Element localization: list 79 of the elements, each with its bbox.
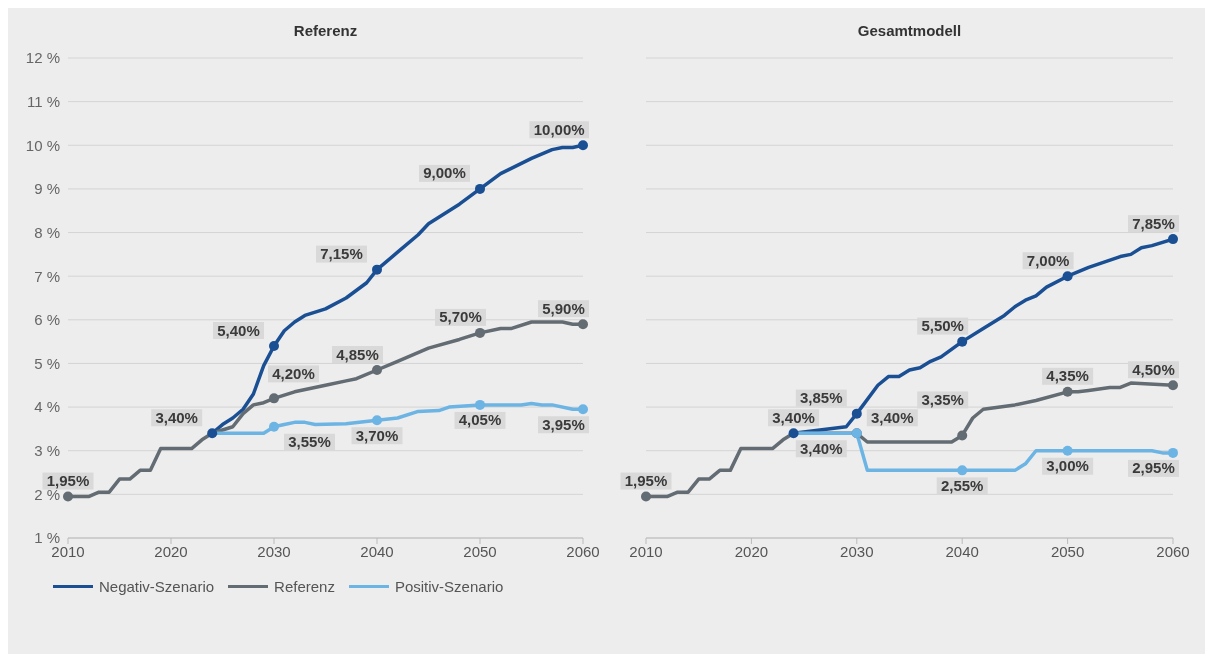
data-label: 1,95% xyxy=(624,472,668,490)
x-tick-label: 2060 xyxy=(1156,542,1190,560)
data-label: 7,00% xyxy=(1026,251,1070,269)
data-label: 4,05% xyxy=(458,411,502,429)
point xyxy=(578,404,588,415)
data-label: 3,40% xyxy=(772,408,815,426)
point xyxy=(957,430,968,441)
data-label: 3,40% xyxy=(871,408,914,426)
data-label: 5,90% xyxy=(542,299,585,317)
point xyxy=(475,327,485,338)
data-label: 3,55% xyxy=(288,433,331,451)
point xyxy=(269,341,279,351)
x-tick-label: 2020 xyxy=(734,542,769,560)
x-tick-label: 2040 xyxy=(945,542,979,560)
data-label: 7,15% xyxy=(320,245,363,263)
y-tick-label: 11 % xyxy=(26,92,60,110)
data-label: 2,95% xyxy=(1132,459,1175,477)
y-tick-label: 6 % xyxy=(34,311,60,329)
point xyxy=(1062,386,1073,397)
point xyxy=(372,365,382,375)
x-tick-label: 2050 xyxy=(463,542,497,560)
data-label: 4,85% xyxy=(336,345,379,363)
point xyxy=(957,336,968,347)
point xyxy=(578,140,588,151)
data-label: 7,85% xyxy=(1132,214,1175,232)
point xyxy=(207,428,218,439)
chart-title: Gesamtmodell xyxy=(856,22,963,39)
y-tick-label: 3 % xyxy=(34,442,60,460)
y-tick-label: 8 % xyxy=(34,223,60,241)
y-tick-label: 9 % xyxy=(34,180,60,198)
data-label: 2,55% xyxy=(940,476,984,494)
point xyxy=(475,399,485,410)
point xyxy=(269,393,279,404)
point xyxy=(788,428,799,439)
y-tick-label: 10 % xyxy=(25,136,60,154)
point xyxy=(63,491,73,502)
point xyxy=(269,421,279,432)
x-tick-label: 2010 xyxy=(629,542,663,560)
data-label: 3,85% xyxy=(800,389,843,407)
data-label: 4,35% xyxy=(1046,367,1089,385)
data-label: 5,40% xyxy=(217,321,260,339)
data-label: 3,40% xyxy=(800,439,843,457)
data-label: 3,70% xyxy=(355,426,399,444)
data-label: 4,20% xyxy=(272,364,315,382)
x-tick-label: 2030 xyxy=(257,542,291,560)
data-label: 5,70% xyxy=(439,308,482,326)
data-label: 5,50% xyxy=(921,317,964,335)
point xyxy=(1168,380,1178,391)
x-tick-label: 2030 xyxy=(840,542,874,560)
data-label: 10,00% xyxy=(533,120,585,138)
point xyxy=(372,264,382,275)
data-label: 3,00% xyxy=(1046,457,1089,475)
point xyxy=(372,415,382,426)
point xyxy=(1062,445,1073,456)
y-tick-label: 5 % xyxy=(34,354,60,372)
chart-title: Referenz xyxy=(292,22,359,39)
data-label: 4,50% xyxy=(1132,360,1175,378)
y-tick-label: 12 % xyxy=(25,49,60,67)
point xyxy=(475,183,485,194)
data-label: 9,00% xyxy=(423,164,466,182)
y-tick-label: 7 % xyxy=(34,267,60,285)
x-tick-label: 2020 xyxy=(154,542,188,560)
legend-label: Negativ-Szenario xyxy=(99,578,215,595)
point xyxy=(1062,271,1073,282)
legend-label: Positiv-Szenario xyxy=(394,578,504,595)
point xyxy=(851,408,862,419)
x-tick-label: 2040 xyxy=(360,542,394,560)
data-label: 3,35% xyxy=(921,390,964,408)
x-tick-label: 2060 xyxy=(566,542,600,560)
data-label: 3,95% xyxy=(542,415,585,433)
data-label: 3,40% xyxy=(155,408,198,426)
point xyxy=(1168,234,1178,245)
legend-label: Referenz xyxy=(274,578,335,595)
point xyxy=(578,319,588,330)
x-tick-label: 2050 xyxy=(1050,542,1085,560)
point xyxy=(1168,447,1178,458)
point xyxy=(641,491,651,502)
y-tick-label: 4 % xyxy=(34,398,60,416)
point xyxy=(957,465,968,476)
